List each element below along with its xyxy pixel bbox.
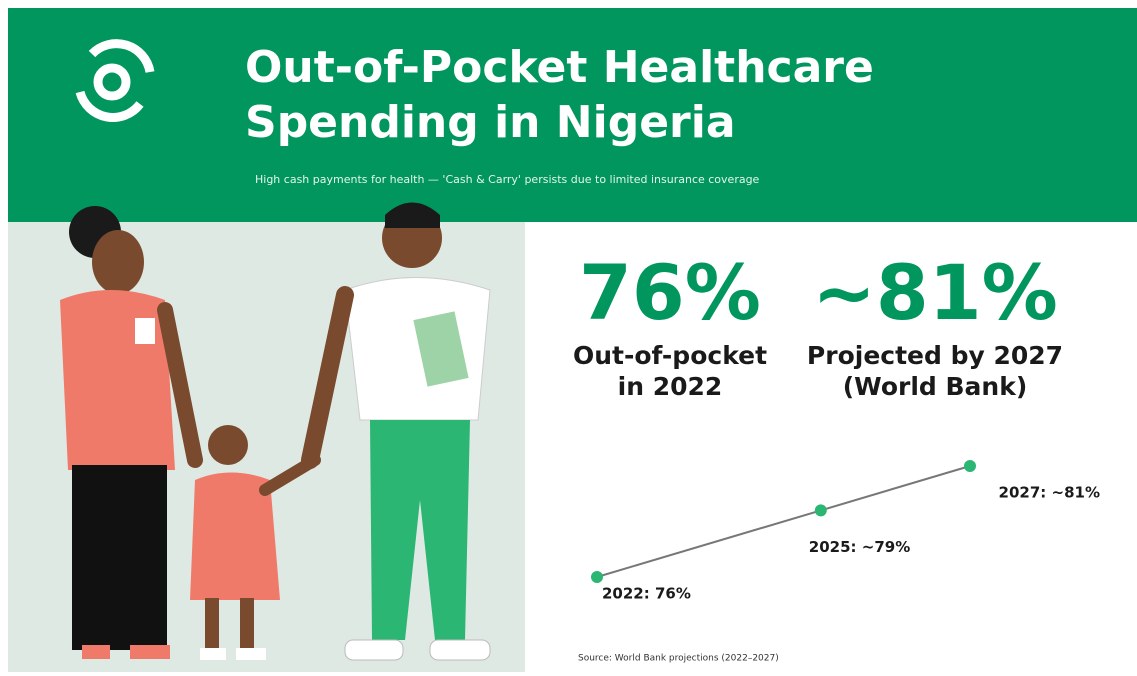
title-line: Out-of-Pocket Healthcare bbox=[245, 42, 874, 93]
stat-caption: in 2022 bbox=[618, 372, 723, 401]
illustration bbox=[60, 202, 491, 661]
header bbox=[8, 8, 1137, 222]
logo bbox=[75, 39, 155, 122]
line-chart: 2022: 76% 2025: ~79% 2027: ~81% bbox=[591, 460, 1100, 603]
stat-caption: (World Bank) bbox=[843, 372, 1028, 401]
point bbox=[591, 571, 603, 583]
title-line: Spending in Nigeria bbox=[245, 97, 736, 148]
point bbox=[964, 460, 976, 472]
data-label: 2022: 76% bbox=[602, 585, 691, 603]
data-label: 2025: ~79% bbox=[809, 538, 910, 556]
source: Source: World Bank projections (2022–202… bbox=[578, 654, 779, 664]
point bbox=[814, 504, 827, 517]
stat-caption: Projected by 2027 bbox=[807, 341, 1063, 370]
subtitle: High cash payments for health — 'Cash & … bbox=[255, 173, 760, 186]
line bbox=[596, 465, 971, 578]
stat-value: 76% bbox=[579, 248, 761, 337]
data-label: 2027: ~81% bbox=[999, 484, 1100, 502]
stat-value: ~81% bbox=[812, 248, 1058, 337]
stat-caption: Out-of-pocket bbox=[573, 341, 767, 370]
